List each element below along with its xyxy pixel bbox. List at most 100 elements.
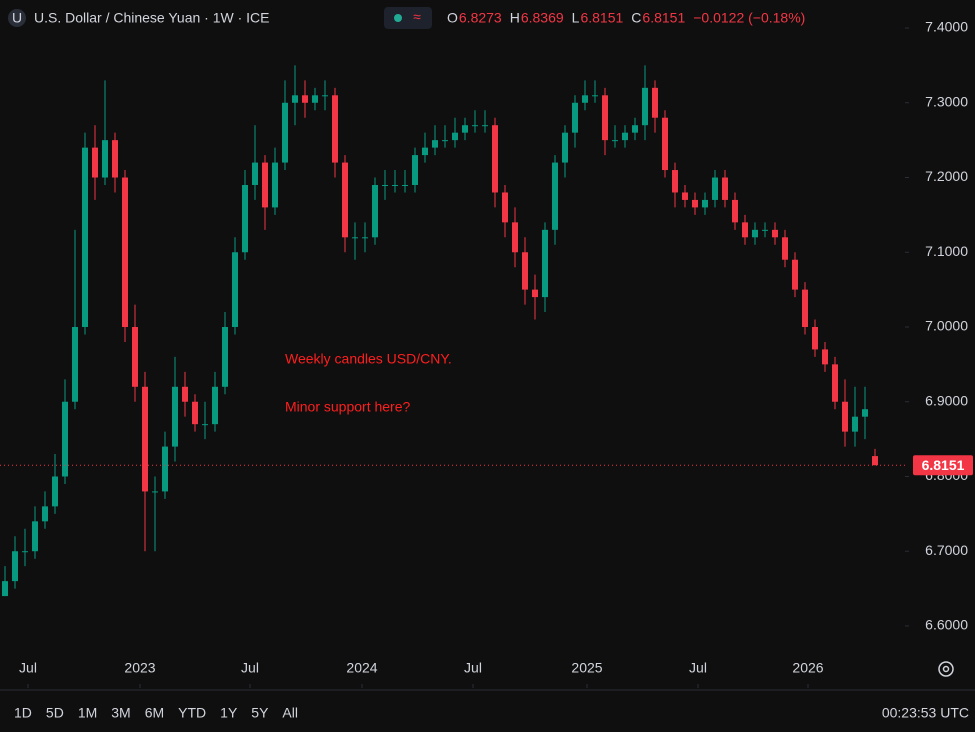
settings-button[interactable] [938,661,954,677]
range-button[interactable]: 1Y [220,705,238,721]
candle-body [752,229,758,238]
candle-body [362,237,368,239]
candle-body [692,199,698,208]
symbol-icon: U [12,10,22,26]
range-button[interactable]: 1M [78,705,97,721]
candle-body [842,401,848,432]
candle-body [402,184,408,186]
range-button[interactable]: 5Y [251,705,269,721]
candle-body [562,132,568,163]
ohlc-letter: C [631,10,641,26]
y-tick-label: 7.1000 [925,243,968,259]
change: −0.0122 (−0.18%) [693,10,805,26]
candle-body [832,364,838,402]
candle-body [582,95,588,103]
candle-body [142,386,148,492]
candle-body [302,95,308,103]
candle-body [702,199,708,208]
x-tick-label: Jul [241,660,259,676]
y-tick-label: 7.3000 [925,93,968,109]
candle-body [62,401,68,477]
x-tick-label: Jul [689,660,707,676]
candle-body [372,184,378,238]
candle-body [472,125,478,127]
range-button[interactable]: All [282,705,298,721]
candle-body [132,326,138,387]
candle-body [522,252,528,290]
range-button[interactable]: 1D [14,705,32,721]
candle-body [332,95,338,163]
candle-body [412,155,418,185]
candle-body [542,229,548,298]
candle-body [192,401,198,425]
candle-body [642,87,648,126]
candle-body [602,95,608,141]
candle-body [92,147,98,178]
candle-body [672,170,678,193]
annotation: Weekly candles USD/CNY. [285,351,452,367]
candle-body [612,140,618,142]
candle-body [102,140,108,178]
candle-body [712,177,718,200]
chart-title: U.S. Dollar / Chinese Yuan · 1W · ICE [34,10,270,26]
candle-body [772,229,778,238]
settings-gear-hub[interactable] [942,665,950,673]
candle-body [782,237,788,260]
candle-body [662,117,668,171]
ohlc-value: 6.8151 [642,10,685,26]
range-button[interactable]: 3M [111,705,130,721]
status-icon: ≈ [413,9,421,25]
candle-body [172,386,178,447]
x-tick-label: 2026 [792,660,823,676]
candle-body [492,125,498,193]
last-price-box [913,455,973,476]
candle-body [2,581,8,597]
range-button[interactable]: YTD [178,705,206,721]
last-price-label: 6.8151 [922,457,965,473]
y-tick-label: 6.7000 [925,542,968,558]
candle-body [162,446,168,492]
candle-body [322,95,328,97]
candle-body [252,162,258,185]
candle-body [122,177,128,327]
candle-body [462,125,468,133]
range-button[interactable]: 6M [145,705,164,721]
candle-body [222,326,228,387]
candle-body [352,237,358,239]
candle-body [532,289,538,298]
settings-gear[interactable] [938,661,954,677]
symbol-icon-bg [8,9,26,27]
candle-body [242,184,248,253]
candle-body [262,162,268,208]
x-tick-label: 2023 [124,660,155,676]
candle-body [502,192,508,223]
y-tick-label: 7.0000 [925,318,968,334]
candle-body [792,259,798,290]
candle-body [742,222,748,238]
candle-body [442,140,448,142]
ohlc-letter: H [510,10,520,26]
candle-body [272,162,278,208]
candle-body [392,184,398,186]
candle-body [292,95,298,103]
candle-body [212,386,218,425]
y-tick-label: 6.9000 [925,392,968,408]
y-tick-label: 7.4000 [925,19,968,35]
annotation: Minor support here? [285,399,411,415]
candle-body [152,491,158,493]
candle-body [632,125,638,133]
candle-body [852,416,858,432]
candle-body [232,252,238,327]
candle-body [422,147,428,156]
x-tick-label: Jul [19,660,37,676]
y-tick-label: 6.6000 [925,617,968,633]
status-dot [394,14,402,22]
candle-body [762,229,768,231]
status-badge [384,7,432,29]
candle-body [682,192,688,200]
ohlc-letter: L [572,10,580,26]
range-button[interactable]: 5D [46,705,64,721]
candle-body [822,349,828,365]
